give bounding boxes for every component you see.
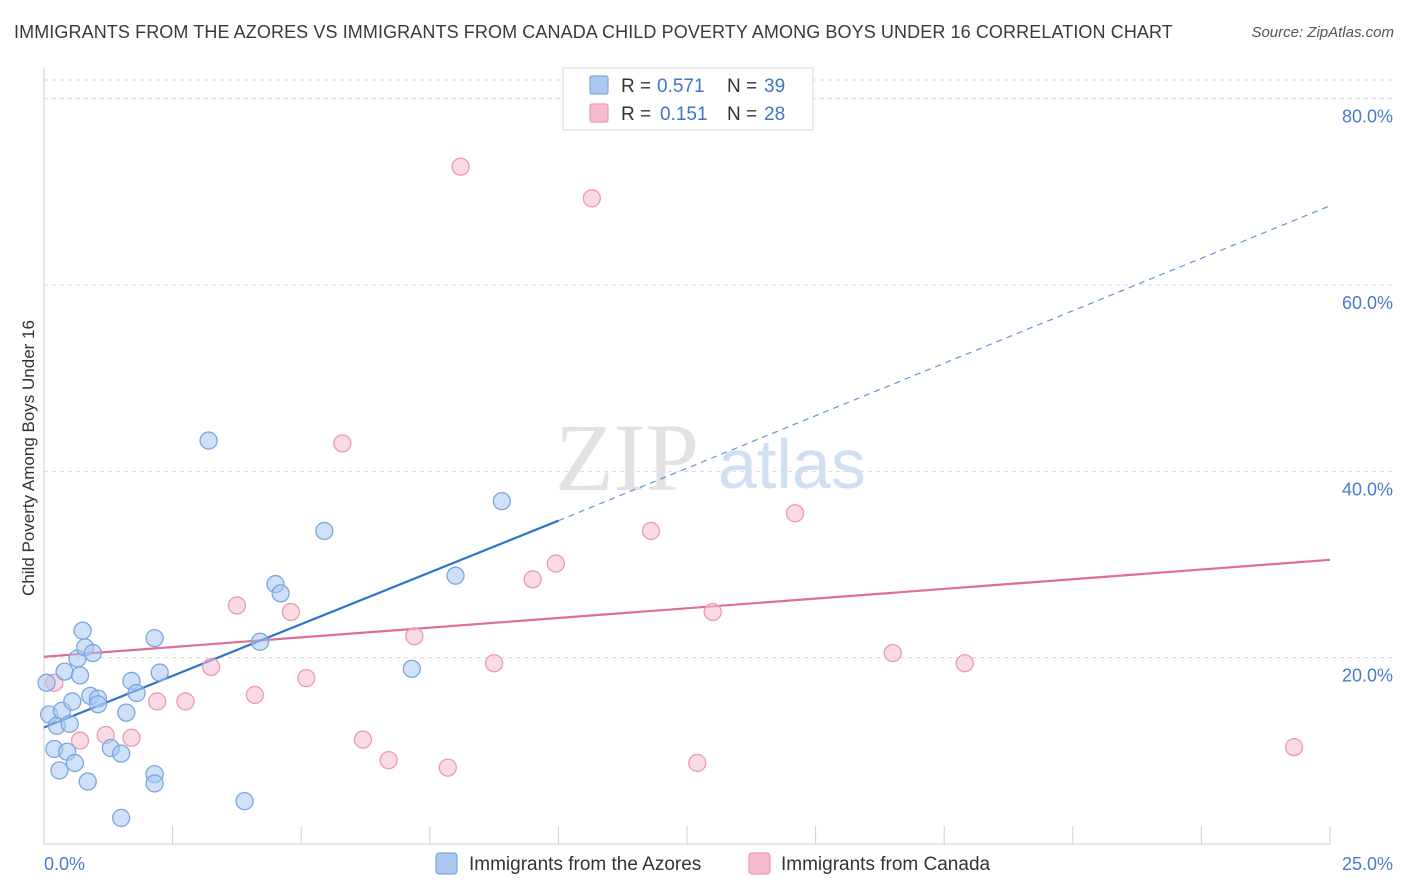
stats-r-value-azores: 0.571 — [657, 76, 705, 97]
legend-label-azores: Immigrants from the Azores — [469, 854, 701, 875]
legend-label-canada: Immigrants from Canada — [781, 854, 991, 875]
point-azores-12 — [70, 666, 90, 685]
point-azores-37 — [446, 566, 465, 585]
chart-title: IMMIGRANTS FROM THE AZORES VS IMMIGRANTS… — [14, 22, 1173, 42]
point-azores-32 — [250, 632, 270, 651]
watermark-zip: ZIP — [555, 404, 699, 511]
point-canada-8 — [245, 685, 265, 705]
point-azores-21 — [112, 744, 131, 763]
scatter-points — [37, 157, 1304, 828]
y-tick-labels: 20.0% 40.0% 60.0% 80.0% — [1342, 107, 1393, 686]
point-azores-35 — [315, 521, 334, 541]
point-canada-5 — [176, 692, 195, 711]
point-canada-13 — [379, 750, 398, 770]
trend-line-azores-projection — [558, 205, 1331, 522]
point-azores-25 — [127, 683, 146, 703]
point-azores-13 — [73, 621, 92, 640]
point-canada-19 — [546, 554, 565, 573]
point-canada-4 — [148, 692, 167, 711]
point-canada-7 — [227, 596, 247, 615]
point-azores-28 — [150, 663, 169, 682]
point-canada-18 — [523, 570, 542, 589]
stats-n-value-canada: 28 — [764, 104, 785, 125]
y-tick-label-80: 80.0% — [1342, 107, 1393, 127]
point-canada-22 — [688, 753, 707, 773]
point-canada-25 — [883, 643, 902, 663]
watermark-atlas: atlas — [718, 425, 866, 503]
point-azores-8 — [60, 714, 79, 733]
point-canada-15 — [438, 758, 457, 777]
stats-legend: R = 0.571 N = 39 R = 0.151 N = 28 — [562, 67, 814, 131]
source-credit: Source: ZipAtlas.com — [1251, 24, 1394, 41]
point-azores-4 — [50, 761, 69, 780]
point-canada-6 — [202, 657, 221, 677]
point-azores-17 — [83, 643, 103, 663]
point-azores-29 — [145, 628, 164, 648]
point-canada-23 — [703, 602, 722, 622]
stats-n-label-canada: N = — [727, 104, 757, 125]
x-tick-label-max: 25.0% — [1342, 854, 1393, 874]
point-azores-34 — [271, 584, 290, 603]
point-canada-9 — [281, 602, 301, 622]
point-canada-3 — [122, 728, 141, 747]
point-azores-30 — [199, 431, 218, 450]
stats-n-label-azores: N = — [727, 76, 757, 97]
point-azores-10 — [65, 753, 85, 773]
point-azores-36 — [402, 659, 421, 678]
point-azores-6 — [55, 662, 74, 681]
point-canada-20 — [582, 189, 601, 208]
axes — [43, 68, 1331, 845]
point-canada-1 — [70, 731, 90, 750]
legend-swatch-canada — [748, 852, 771, 875]
point-azores-0 — [37, 673, 56, 692]
stats-swatch-azores — [589, 75, 609, 95]
point-azores-15 — [78, 772, 97, 791]
point-canada-17 — [484, 654, 504, 673]
point-canada-14 — [405, 627, 424, 646]
y-axis-label: Child Poverty Among Boys Under 16 — [19, 320, 38, 596]
point-azores-31 — [235, 791, 254, 811]
point-azores-19 — [88, 695, 108, 714]
point-azores-23 — [117, 703, 136, 722]
y-tick-label-40: 40.0% — [1342, 479, 1393, 499]
point-canada-26 — [955, 654, 974, 673]
point-canada-10 — [297, 669, 316, 688]
stats-n-value-azores: 39 — [764, 76, 785, 97]
x-tick-label-min: 0.0% — [44, 854, 85, 874]
point-azores-27 — [145, 774, 164, 793]
y-tick-label-60: 60.0% — [1342, 293, 1393, 313]
legend-swatch-azores — [435, 852, 458, 875]
stats-swatch-canada — [589, 103, 609, 123]
point-canada-24 — [785, 504, 805, 523]
point-canada-16 — [451, 157, 470, 176]
point-canada-11 — [333, 434, 352, 453]
point-canada-27 — [1284, 737, 1304, 757]
stats-r-label-canada: R = — [621, 104, 651, 125]
point-azores-9 — [63, 692, 82, 711]
y-tick-label-20: 20.0% — [1342, 666, 1393, 686]
series-legend: Immigrants from the Azores Immigrants fr… — [435, 852, 991, 875]
point-azores-38 — [492, 491, 511, 511]
point-canada-21 — [641, 521, 661, 541]
point-canada-12 — [353, 730, 373, 749]
point-azores-22 — [112, 808, 131, 828]
stats-r-value-canada: 0.151 — [660, 104, 708, 125]
stats-r-label-azores: R = — [621, 76, 651, 97]
